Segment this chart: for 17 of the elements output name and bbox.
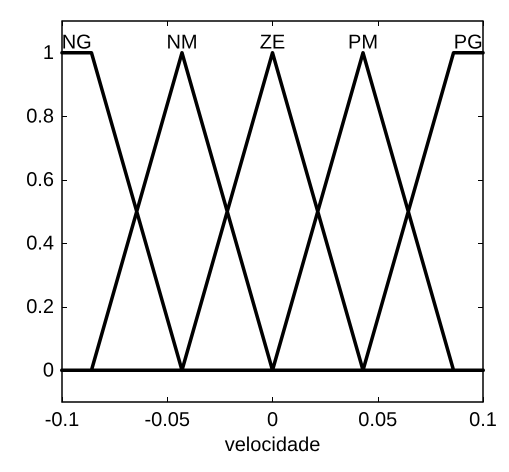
y-tick-label: 0.6 <box>26 168 54 191</box>
legend-label: PM <box>348 31 378 54</box>
x-tick-label: -0.05 <box>144 409 190 431</box>
y-tick-label: 1 <box>42 42 54 64</box>
x-axis-title: velocidade <box>224 434 320 456</box>
x-tick-label: 0 <box>266 409 278 431</box>
legend-label: NG <box>62 31 92 54</box>
x-tick-label: 0.05 <box>358 409 398 431</box>
y-tick-label: 0.2 <box>26 296 54 318</box>
y-tick-label: 0.8 <box>26 105 54 128</box>
y-tick-label: 0.4 <box>26 232 54 254</box>
y-tick-label: 0 <box>42 359 54 382</box>
legend-label: ZE <box>260 31 286 54</box>
x-tick-label: 0.1 <box>469 409 497 431</box>
legend-label: NM <box>166 31 198 54</box>
x-tick-label: -0.1 <box>44 409 80 431</box>
legend-label: PG <box>454 31 483 54</box>
